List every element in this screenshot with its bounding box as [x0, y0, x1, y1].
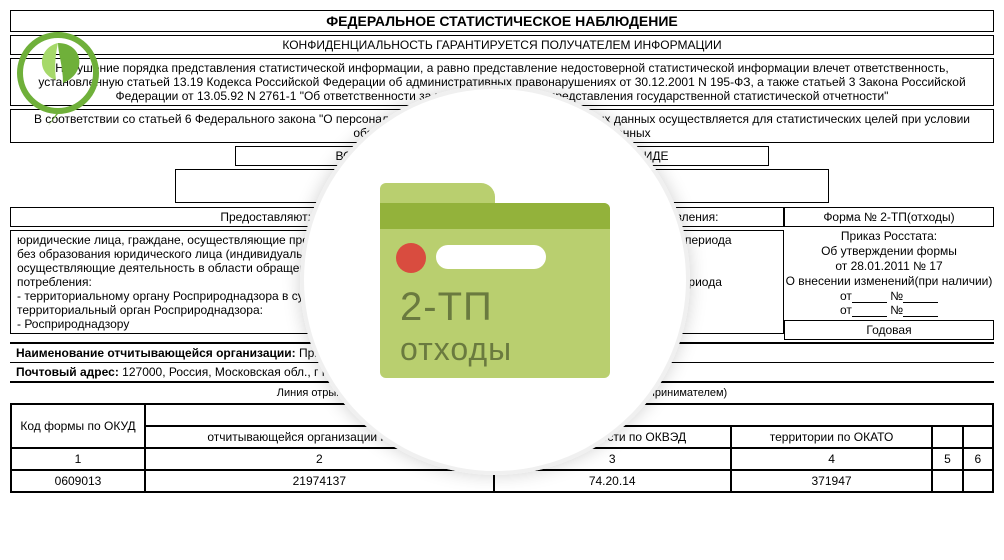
codes-h-6 [963, 426, 993, 448]
codes-val-1: 0609013 [11, 470, 145, 492]
codes-h-okato: территории по ОКАТО [731, 426, 933, 448]
page: ФЕДЕРАЛЬНОЕ СТАТИСТИЧЕСКОЕ НАБЛЮДЕНИЕ КО… [0, 0, 1004, 560]
form-number-box: Форма № 2-ТП(отходы) [784, 207, 994, 227]
eco-leaf-icon [8, 28, 108, 128]
red-dot-icon [396, 243, 426, 273]
form-info-column: Форма № 2-ТП(отходы) Приказ Росстата: Об… [784, 207, 994, 342]
codes-num-5: 5 [932, 448, 962, 470]
folder-text-2: отходы [400, 331, 512, 368]
no-label-2: № [890, 303, 903, 317]
folder-icon: 2-ТП отходы [380, 183, 610, 378]
codes-val-5 [932, 470, 962, 492]
page-title: ФЕДЕРАЛЬНОЕ СТАТИСТИЧЕСКОЕ НАБЛЮДЕНИЕ [10, 10, 994, 32]
ot-label-1: от [840, 289, 852, 303]
codes-h-okud: Код формы по ОКУД [11, 404, 145, 448]
codes-val-2: 21974137 [145, 470, 494, 492]
period-box: Годовая [784, 320, 994, 340]
codes-val-4: 371947 [731, 470, 933, 492]
codes-val-3: 74.20.14 [494, 470, 731, 492]
no-label-1: № [890, 289, 903, 303]
org-addr-label: Почтовый адрес: [16, 365, 119, 379]
order-text: Приказ Росстата: Об утверждении формы от… [784, 229, 994, 289]
folder-slot [436, 245, 546, 269]
codes-h-5 [932, 426, 962, 448]
codes-num-6: 6 [963, 448, 993, 470]
ot-label-2: от [840, 303, 852, 317]
folder-text-1: 2-ТП [400, 285, 493, 330]
confidentiality-box: КОНФИДЕНЦИАЛЬНОСТЬ ГАРАНТИРУЕТСЯ ПОЛУЧАТ… [10, 35, 994, 55]
org-name-label: Наименование отчитывающейся организации: [16, 346, 296, 360]
codes-val-6 [963, 470, 993, 492]
codes-num-1: 1 [11, 448, 145, 470]
folder-overlay: 2-ТП отходы [300, 85, 690, 475]
codes-num-4: 4 [731, 448, 933, 470]
